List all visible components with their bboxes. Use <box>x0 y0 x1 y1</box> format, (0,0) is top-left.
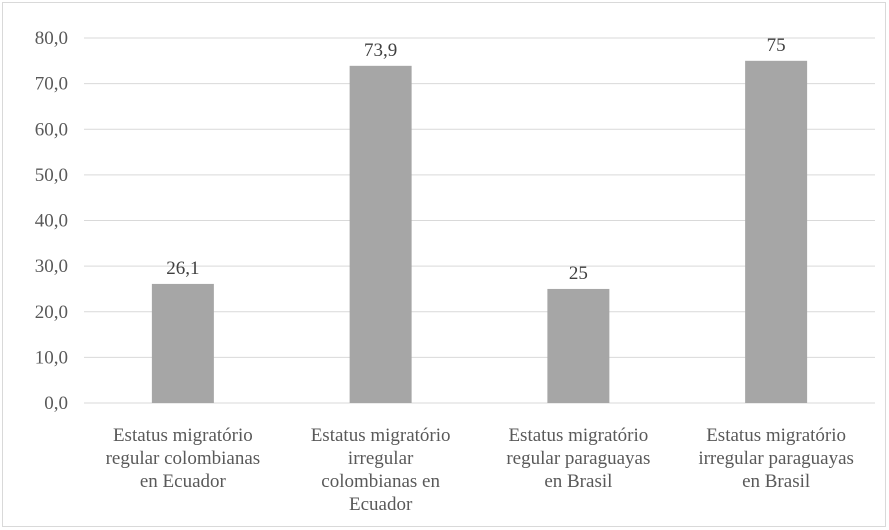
y-axis: 0,0 10,0 20,0 30,0 40,0 50,0 60,0 70,0 80,0 <box>35 28 68 414</box>
data-label-4: 75 <box>767 35 786 56</box>
category-label-line: irregular paraguayas <box>698 448 854 469</box>
category-label-line: Estatus migratório <box>113 425 253 446</box>
y-tick-label: 50,0 <box>35 165 68 186</box>
bar-1 <box>151 283 214 403</box>
category-label-line: irregular <box>348 448 414 469</box>
category-label-line: regular colombianas <box>106 448 261 469</box>
y-tick-label: 10,0 <box>35 347 68 368</box>
category-label-1: Estatus migratório regular colombianas en … <box>106 425 261 492</box>
y-tick-label: 60,0 <box>35 119 68 140</box>
category-label-line: en Ecuador <box>140 471 227 492</box>
data-label-2: 73,9 <box>364 40 397 61</box>
y-tick-label: 0,0 <box>44 393 68 414</box>
data-labels: 26,1 73,9 25 75 <box>166 35 785 284</box>
x-axis: Estatus migratório regular colombianas en … <box>106 425 854 515</box>
category-label-line: Estatus migratório <box>508 425 648 446</box>
category-label-3: Estatus migratório regular paraguayas en B… <box>506 425 650 492</box>
data-label-1: 26,1 <box>166 258 199 279</box>
category-label-line: regular paraguayas <box>506 448 650 469</box>
y-tick-label: 80,0 <box>35 28 68 49</box>
bar-3 <box>547 288 610 403</box>
bar-4 <box>745 60 808 403</box>
category-label-line: en Brasil <box>742 471 810 492</box>
bar-2 <box>349 65 412 404</box>
category-label-line: colombianas en <box>321 471 440 492</box>
y-tick-label: 20,0 <box>35 302 68 323</box>
y-tick-label: 70,0 <box>35 74 68 95</box>
y-tick-label: 40,0 <box>35 211 68 232</box>
category-label-line: en Brasil <box>544 471 612 492</box>
category-label-line: Estatus migratório <box>311 425 451 446</box>
category-label-line: Estatus migratório <box>706 425 846 446</box>
category-label-4: Estatus migratório irregular paraguayas en… <box>698 425 854 492</box>
gridlines <box>84 37 875 404</box>
bars <box>151 60 808 404</box>
y-tick-label: 30,0 <box>35 256 68 277</box>
data-label-3: 25 <box>569 263 588 284</box>
category-label-2: Estatus migratório irregular colombianas e… <box>311 425 451 515</box>
category-label-line: Ecuador <box>349 494 413 515</box>
